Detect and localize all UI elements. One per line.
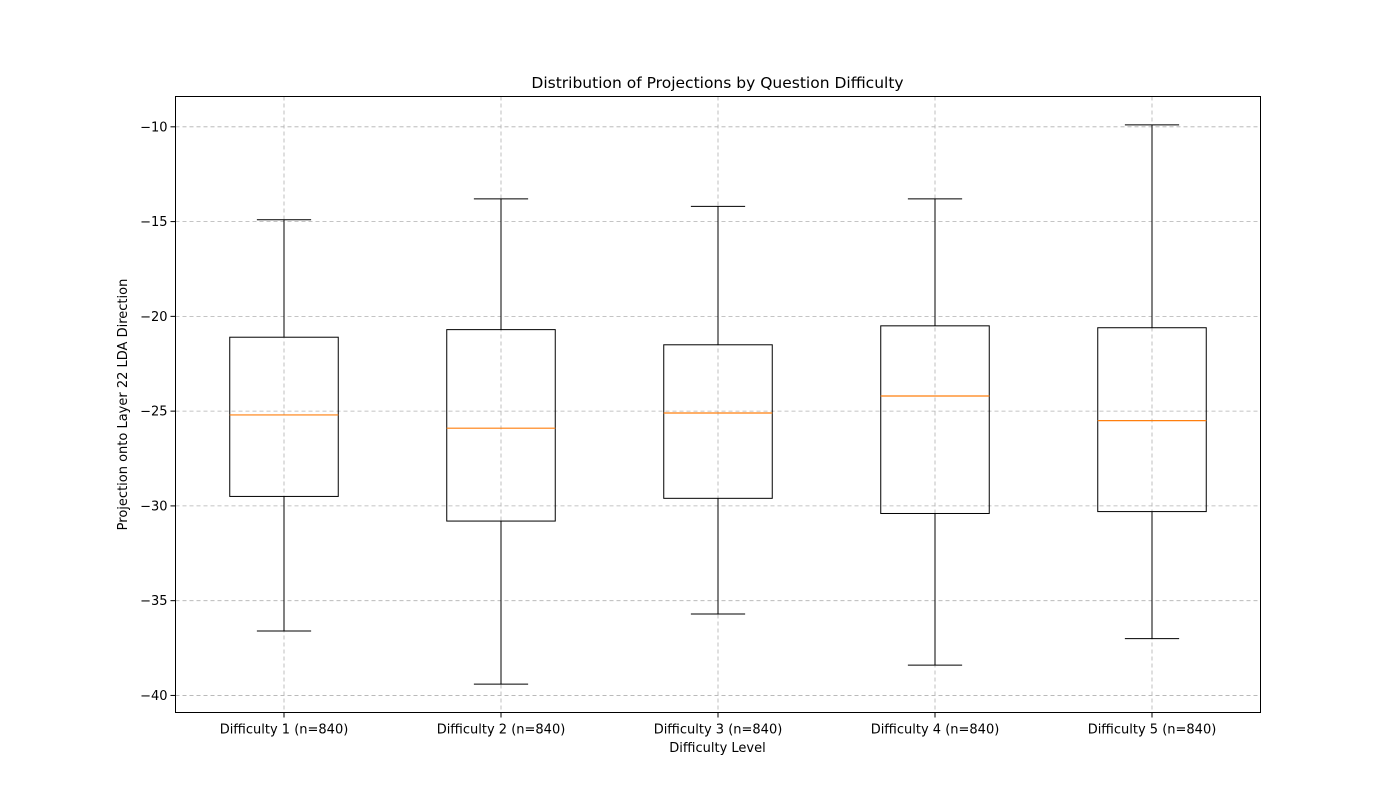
y-axis-label: Projection onto Layer 22 LDA Direction (116, 279, 131, 531)
iqr-box (446, 329, 556, 522)
chart-title: Distribution of Projections by Question … (531, 74, 903, 92)
box-group (229, 219, 339, 632)
x-tick-label: Difficulty 2 (n=840) (437, 723, 566, 738)
iqr-box (880, 325, 990, 514)
iqr-box (663, 344, 773, 499)
box-group (880, 198, 990, 666)
iqr-box (229, 336, 339, 497)
box-group (663, 205, 773, 615)
y-tick-label: −40 (140, 689, 167, 704)
y-tick-label: −25 (140, 405, 167, 420)
y-tick-label: −10 (140, 120, 167, 135)
x-axis-label: Difficulty Level (669, 741, 765, 756)
box-group (446, 198, 556, 685)
y-tick-label: −30 (140, 499, 167, 514)
x-tick-label: Difficulty 4 (n=840) (871, 723, 1000, 738)
x-tick-label: Difficulty 5 (n=840) (1088, 723, 1217, 738)
box-series (229, 124, 1207, 685)
x-tick-label: Difficulty 3 (n=840) (654, 723, 783, 738)
box-group (1097, 124, 1207, 640)
y-tick-label: −35 (140, 594, 167, 609)
y-tick-label: −20 (140, 310, 167, 325)
iqr-box (1097, 327, 1207, 513)
x-tick-label: Difficulty 1 (n=840) (220, 723, 349, 738)
axis-ticks: −40 −35 −30 −25 −20 −15 −10 Difficulty 1 (n=840… (140, 120, 1216, 737)
y-tick-label: −15 (140, 215, 167, 230)
